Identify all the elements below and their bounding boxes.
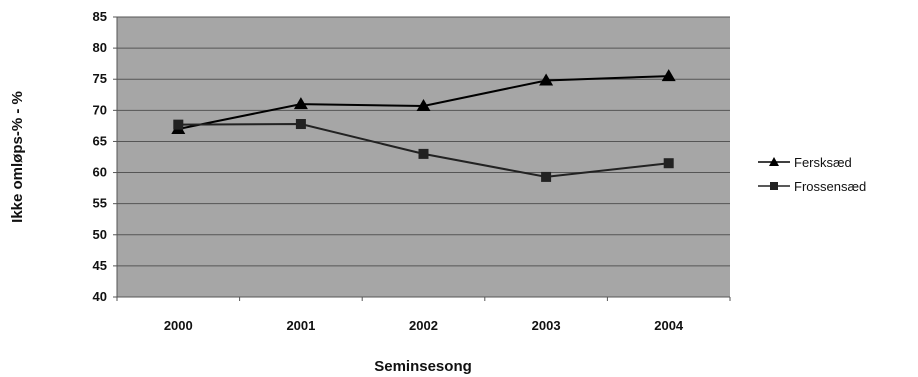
data-point-fersksaed <box>416 98 431 111</box>
legend-item-frossensaed: Frossensæd <box>758 179 866 194</box>
x-tick-label: 2003 <box>532 318 561 333</box>
y-tick-label: 65 <box>93 133 107 148</box>
data-point-frossensaed <box>541 171 552 182</box>
legend-item-fersksaed: Fersksæd <box>758 155 852 170</box>
x-tick-label: 2004 <box>654 318 684 333</box>
y-axis-ticks: 40 45 50 55 60 65 70 75 80 85 <box>93 9 117 304</box>
y-tick-label: 40 <box>93 289 107 304</box>
data-point-fersksaed <box>661 69 676 82</box>
data-point-fersksaed <box>293 97 308 110</box>
data-point-frossensaed <box>173 119 184 130</box>
data-point-frossensaed <box>418 148 429 159</box>
data-point-frossensaed <box>663 158 674 169</box>
y-tick-label: 85 <box>93 9 107 24</box>
x-axis-ticks: 2000 2001 2002 2003 2004 <box>116 297 731 333</box>
legend-triangle-marker <box>769 157 779 166</box>
x-tick-label: 2000 <box>164 318 193 333</box>
legend: Fersksæd Frossensæd <box>748 138 916 204</box>
legend-label-fersksaed: Fersksæd <box>794 155 852 170</box>
legend-box <box>748 138 916 204</box>
legend-label-frossensaed: Frossensæd <box>794 179 866 194</box>
y-axis-title: Ikke omløps-% - % <box>9 91 26 223</box>
legend-square-marker <box>770 182 778 190</box>
data-point-frossensaed <box>295 119 306 130</box>
data-point-fersksaed <box>539 73 554 86</box>
x-axis-title: Seminsesong <box>374 358 472 375</box>
series-layer <box>171 69 676 182</box>
y-tick-label: 55 <box>93 196 107 211</box>
y-tick-label: 60 <box>93 165 107 180</box>
x-tick-label: 2001 <box>286 318 315 333</box>
y-tick-label: 50 <box>93 227 107 242</box>
x-tick-label: 2002 <box>409 318 438 333</box>
y-tick-label: 75 <box>93 71 107 86</box>
y-tick-label: 70 <box>93 102 107 117</box>
y-tick-label: 80 <box>93 40 107 55</box>
y-tick-label: 45 <box>93 258 107 273</box>
